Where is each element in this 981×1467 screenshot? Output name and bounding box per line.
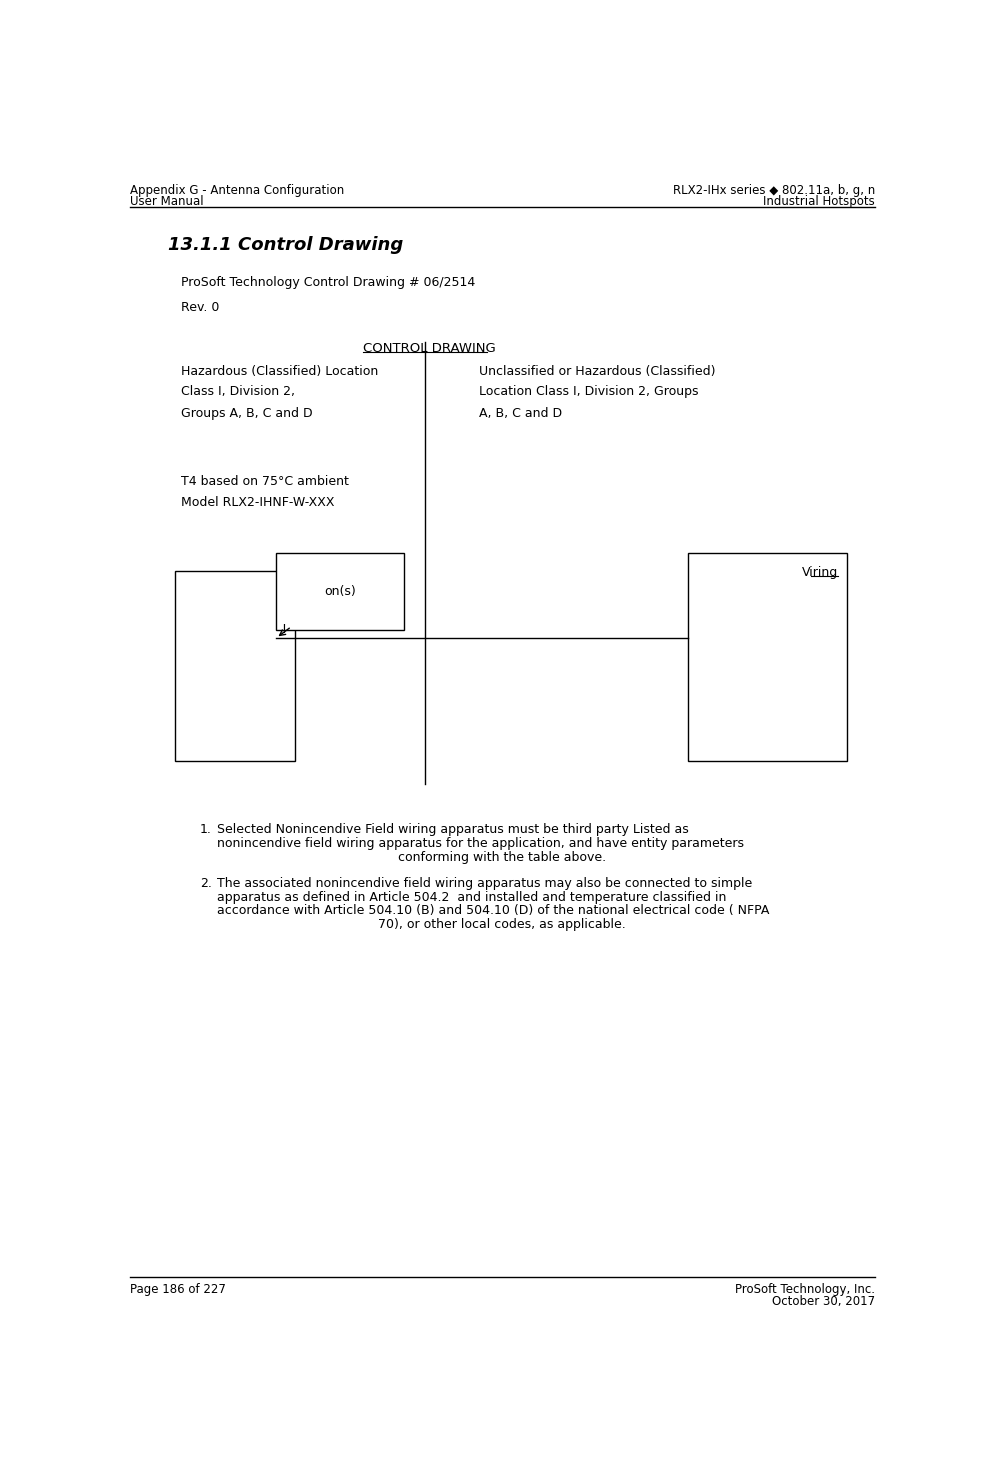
Text: Rev. 0: Rev. 0 (181, 301, 219, 314)
Text: accordance with Article 504.10 (B) and 504.10 (D) of the national electrical cod: accordance with Article 504.10 (B) and 5… (217, 905, 769, 917)
Text: Class I, Division 2,: Class I, Division 2, (181, 386, 294, 399)
Text: conforming with the table above.: conforming with the table above. (398, 851, 606, 864)
Text: !: ! (282, 622, 286, 635)
Text: Selected Nonincendive Field wiring apparatus must be third party Listed as: Selected Nonincendive Field wiring appar… (217, 823, 689, 836)
Text: User Manual: User Manual (130, 195, 204, 208)
Text: Appendix G - Antenna Configuration: Appendix G - Antenna Configuration (130, 183, 344, 197)
Text: nonincendive field wiring apparatus for the application, and have entity paramet: nonincendive field wiring apparatus for … (217, 836, 745, 849)
Text: 1.: 1. (200, 823, 212, 836)
Text: October 30, 2017: October 30, 2017 (772, 1295, 875, 1309)
Text: Industrial Hotspots: Industrial Hotspots (763, 195, 875, 208)
Text: A, B, C and D: A, B, C and D (479, 406, 562, 420)
Text: CONTROL DRAWING: CONTROL DRAWING (363, 342, 495, 355)
Text: on(s): on(s) (324, 585, 356, 599)
Text: 70), or other local codes, as applicable.: 70), or other local codes, as applicable… (379, 918, 626, 932)
Text: 2.: 2. (200, 877, 212, 890)
Bar (276, 553, 404, 631)
Text: The associated nonincendive field wiring apparatus may also be connected to simp: The associated nonincendive field wiring… (217, 877, 752, 890)
Text: 13.1.1 Control Drawing: 13.1.1 Control Drawing (168, 236, 403, 254)
Text: ProSoft Technology Control Drawing # 06/2514: ProSoft Technology Control Drawing # 06/… (181, 276, 475, 289)
Text: RLX2-IHx series ◆ 802.11a, b, g, n: RLX2-IHx series ◆ 802.11a, b, g, n (673, 183, 875, 197)
Text: apparatus as defined in Article 504.2  and installed and temperature classified : apparatus as defined in Article 504.2 an… (217, 890, 727, 904)
Bar (176, 571, 295, 761)
Text: Viring: Viring (801, 566, 838, 578)
Text: Groups A, B, C and D: Groups A, B, C and D (181, 406, 312, 420)
Text: Unclassified or Hazardous (Classified): Unclassified or Hazardous (Classified) (479, 365, 715, 377)
Text: Page 186 of 227: Page 186 of 227 (130, 1282, 227, 1295)
Bar (689, 553, 848, 761)
Text: Location Class I, Division 2, Groups: Location Class I, Division 2, Groups (479, 386, 698, 399)
Text: Model RLX2-IHNF-W-XXX: Model RLX2-IHNF-W-XXX (181, 496, 335, 509)
Text: T4 based on 75°C ambient: T4 based on 75°C ambient (181, 475, 348, 489)
Text: ProSoft Technology, Inc.: ProSoft Technology, Inc. (735, 1282, 875, 1295)
Text: Hazardous (Classified) Location: Hazardous (Classified) Location (181, 365, 378, 377)
